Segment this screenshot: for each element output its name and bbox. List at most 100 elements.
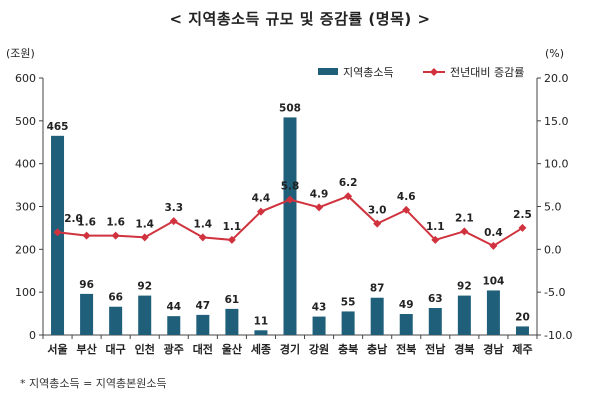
- rate-marker: [431, 235, 440, 244]
- left-tick-label: 400: [15, 158, 36, 171]
- bar-value-label: 63: [428, 293, 443, 305]
- chart-title: < 지역총소득 규모 및 증감률 (명목) >: [169, 10, 431, 28]
- rate-value-label: 1.4: [194, 218, 213, 230]
- category-label: 대구: [106, 342, 126, 356]
- category-label: 서울: [47, 342, 67, 356]
- bar-value-label: 47: [196, 300, 211, 312]
- rate-value-label: 0.4: [484, 227, 503, 239]
- legend-line-label: 전년대비 증감률: [450, 66, 524, 79]
- rate-marker: [140, 233, 149, 242]
- rate-value-label: 3.3: [164, 202, 183, 214]
- rate-value-label: 4.6: [397, 191, 416, 203]
- bar-value-label: 92: [137, 281, 152, 293]
- category-label: 대전: [193, 342, 213, 356]
- bar: [399, 314, 413, 335]
- rate-value-label: 1.6: [106, 217, 125, 229]
- rate-value-label: 1.6: [77, 217, 96, 229]
- bar: [457, 295, 471, 335]
- bar-value-label: 87: [370, 283, 385, 295]
- right-tick-label: 15.0: [544, 115, 569, 128]
- bar-value-label: 43: [312, 302, 327, 314]
- rate-marker: [518, 223, 527, 232]
- bar: [109, 306, 123, 335]
- bar: [370, 297, 384, 335]
- rate-marker: [489, 241, 498, 250]
- rate-marker: [460, 227, 469, 236]
- bar-value-label: 55: [341, 296, 356, 308]
- bar: [167, 316, 181, 335]
- bar: [515, 326, 529, 335]
- bar: [80, 293, 94, 335]
- rate-marker: [111, 231, 120, 240]
- category-label: 제주: [512, 342, 532, 356]
- bar-value-label: 92: [457, 281, 472, 293]
- rate-value-label: 2.1: [455, 212, 474, 224]
- rate-value-label: 2.0: [64, 213, 83, 225]
- legend-line-marker: [430, 68, 438, 76]
- category-label: 경북: [454, 342, 474, 356]
- category-label: 충남: [367, 342, 387, 356]
- rate-marker: [256, 207, 265, 216]
- right-tick-label: -10.0: [544, 329, 572, 342]
- rate-value-label: 1.1: [223, 221, 242, 233]
- bar: [312, 316, 326, 335]
- left-tick-label: 100: [15, 286, 36, 299]
- rate-marker: [315, 203, 324, 212]
- legend: 지역총소득 전년대비 증감률: [318, 66, 524, 79]
- right-tick-label: 0.0: [544, 243, 562, 256]
- bar: [225, 308, 239, 335]
- category-label: 광주: [164, 343, 184, 356]
- category-label: 인천: [135, 342, 155, 356]
- bar: [341, 311, 355, 335]
- rate-marker: [198, 233, 207, 242]
- rate-value-label: 4.4: [252, 193, 271, 205]
- rate-value-label: 3.0: [368, 205, 387, 217]
- category-label: 전남: [425, 342, 445, 356]
- bar: [196, 314, 210, 335]
- left-tick-label: 500: [15, 115, 36, 128]
- category-label: 강원: [309, 342, 329, 356]
- rate-marker: [344, 192, 353, 201]
- bar: [138, 295, 152, 335]
- right-tick-label: 10.0: [544, 158, 569, 171]
- rate-line-group: [53, 192, 527, 250]
- rate-marker: [82, 231, 91, 240]
- right-tick-label: 5.0: [544, 201, 562, 214]
- left-tick-label: 300: [15, 201, 36, 214]
- bar-value-label: 465: [47, 121, 69, 133]
- category-label: 전북: [396, 342, 416, 356]
- rate-value-label: 5.8: [281, 181, 300, 193]
- rate-marker: [286, 195, 294, 204]
- category-label: 경남: [483, 342, 503, 356]
- bar-value-label: 66: [108, 292, 123, 304]
- rate-value-label: 1.1: [426, 221, 445, 233]
- left-tick-label: 0: [29, 329, 36, 342]
- bar-value-label: 11: [254, 315, 269, 327]
- rate-marker: [402, 205, 411, 214]
- rate-value-label: 1.4: [135, 218, 154, 230]
- rate-marker: [53, 228, 62, 237]
- rate-marker: [169, 217, 178, 226]
- data-labels-group: 465 96 66 92 44 47 61 11 508 43 55 87 49 63 92 104 20 2.0…: [47, 102, 532, 327]
- bar-value-label: 96: [79, 279, 94, 291]
- bar-value-label: 61: [225, 294, 240, 306]
- legend-bar-swatch: [318, 68, 338, 75]
- left-axis-unit: (조원): [6, 47, 35, 60]
- bar-value-label: 508: [279, 102, 301, 114]
- category-label: 충북: [338, 342, 358, 356]
- chart-axes: 0 100 200 300 400 500 600 -10.0 -5.0 0.0 5.0 10.0 15…: [6, 47, 572, 356]
- right-tick-label: 20.0: [544, 72, 569, 85]
- right-axis-unit: (%): [545, 47, 564, 60]
- bar-value-label: 44: [166, 301, 181, 313]
- category-label: 울산: [222, 342, 242, 356]
- bar-value-label: 20: [515, 311, 530, 323]
- left-tick-label: 600: [15, 72, 36, 85]
- bar: [486, 290, 500, 335]
- bar: [283, 117, 297, 335]
- bar: [254, 330, 268, 335]
- left-tick-label: 200: [15, 243, 36, 256]
- category-label: 세종: [251, 342, 271, 356]
- bar-value-label: 49: [399, 299, 414, 311]
- rate-value-label: 4.9: [310, 188, 329, 200]
